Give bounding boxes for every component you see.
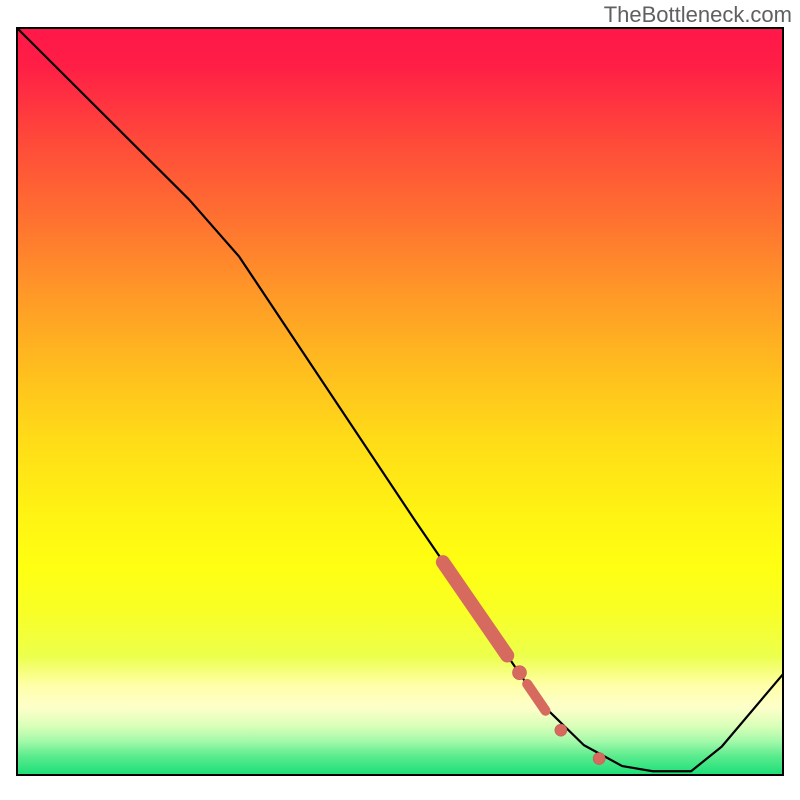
gradient-background: [17, 28, 783, 775]
chart-svg: [0, 0, 800, 800]
bottleneck-chart: TheBottleneck.com: [0, 0, 800, 800]
watermark-text: TheBottleneck.com: [604, 2, 792, 28]
